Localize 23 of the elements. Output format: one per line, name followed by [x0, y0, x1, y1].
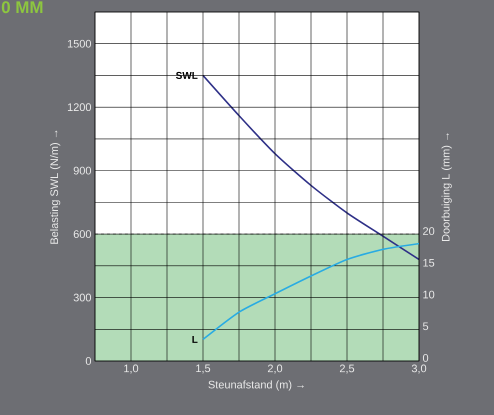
- line-series: [202, 242, 420, 340]
- x-tick-label: 2,5: [340, 364, 354, 374]
- x-tick-label: 3,0: [412, 364, 426, 374]
- chart-title: 0 MM: [2, 1, 42, 14]
- y-tick-label: 900: [74, 166, 92, 175]
- y-tick-label: 1500: [68, 40, 92, 48]
- x-tick-label: 2,0: [268, 364, 282, 374]
- y2-tick-label: 15: [423, 259, 434, 267]
- y2-tick-label: 5: [422, 322, 428, 330]
- x-tick-label: 1,5: [196, 364, 210, 374]
- y2-tick-label: 20: [423, 227, 434, 235]
- y-tick-label: 1200: [68, 103, 92, 112]
- y-axis-title: Belasting SWL (N/m) →: [50, 130, 60, 244]
- y2-tick-label: 10: [423, 290, 434, 298]
- x-axis-title: Steunafstand (m) →: [208, 380, 304, 391]
- y-tick-label: 300: [74, 294, 92, 302]
- series-label: L: [192, 336, 198, 343]
- y2-axis-title: Doorbuiging L (mm) →: [442, 133, 452, 242]
- line-series: [202, 74, 420, 260]
- y-tick-label: 600: [74, 230, 92, 238]
- x-tick-label: 1,0: [124, 364, 138, 374]
- y2-tick-label: 0: [422, 354, 428, 362]
- y-tick-label: 0: [86, 357, 92, 365]
